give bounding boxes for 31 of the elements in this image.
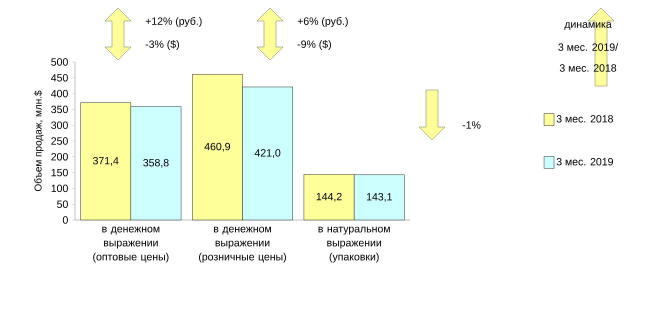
y-tick-label: 400 — [51, 90, 68, 98]
y-axis-title: Объем продаж, млн.$ — [34, 90, 44, 192]
legend-label: 3 мес. 2018 — [556, 115, 614, 123]
text: 3 мес. 2018 — [560, 64, 616, 72]
data-label: 358,8 — [143, 158, 169, 168]
data-label: 371,4 — [92, 156, 119, 166]
y-tick-label: 100 — [52, 184, 68, 192]
text: +12% (руб.) — [146, 17, 202, 27]
text: -1% — [462, 121, 481, 129]
x-tick-label: в натуральном выражении (упаковки) — [318, 226, 390, 263]
data-label: 460,9 — [204, 142, 230, 152]
text: -3% ($) — [146, 40, 179, 50]
data-label: 143,1 — [366, 193, 392, 202]
x-tick-label: в денежном выражении (оптовые цены) — [93, 226, 168, 263]
y-tick-label: 50 — [57, 200, 68, 208]
y-tick-label: 300 — [51, 121, 68, 129]
data-label: 144,2 — [316, 192, 342, 202]
y-tick-label: 500 — [51, 58, 68, 66]
y-tick-label: 0 — [62, 216, 68, 224]
y-tick-label: 250 — [51, 137, 68, 145]
text: -9% ($) — [298, 40, 331, 50]
y-tick-label: 350 — [51, 106, 68, 114]
y-tick-label: 200 — [51, 153, 68, 161]
x-tick-label: в денежном выражении (розничные цены) — [199, 226, 286, 263]
text: 3 мес. 2019/ — [558, 43, 618, 51]
legend-label: 3 мес. 2019 — [556, 158, 613, 166]
y-tick-label: 150 — [52, 168, 68, 176]
y-tick-label: 450 — [51, 74, 68, 82]
text: +6% (руб.) — [298, 17, 348, 27]
data-label: 421,0 — [254, 149, 280, 158]
text: динамика — [564, 22, 612, 30]
